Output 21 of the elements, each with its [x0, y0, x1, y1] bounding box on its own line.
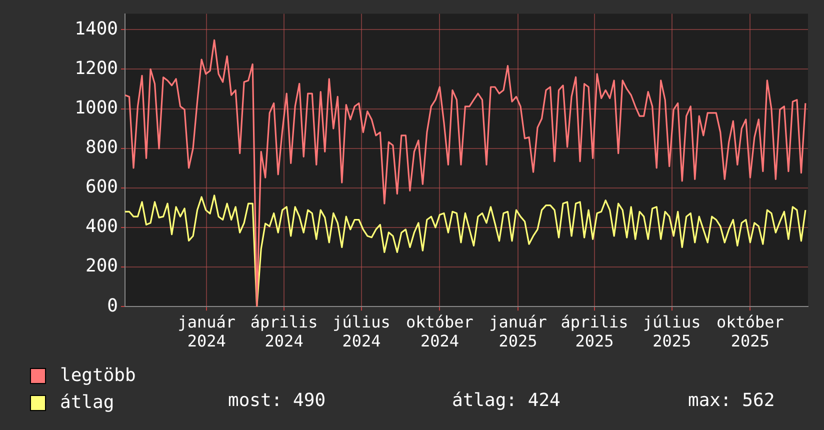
x-tick-label: április 2025 — [560, 312, 628, 351]
text: átlag: 424 — [452, 390, 560, 411]
y-tick-label: 200 — [85, 256, 118, 277]
x-tick-label: április 2024 — [250, 312, 318, 351]
y-tick-label: 400 — [85, 216, 118, 238]
x-tick-label: január 2025 — [489, 312, 548, 351]
y-tick-label: 1000 — [74, 97, 118, 118]
legend-label: átlag — [60, 391, 114, 415]
x-tick-label: július 2024 — [332, 312, 390, 351]
y-tick-label: 600 — [85, 176, 118, 198]
x-tick-label: október 2025 — [716, 312, 784, 351]
x-tick-label: október 2024 — [406, 312, 474, 351]
y-tick-label: 1400 — [74, 18, 118, 40]
text: max: 562 — [688, 390, 775, 411]
y-tick-label: 1200 — [74, 58, 118, 79]
text: most: 490 — [228, 390, 326, 411]
legend-label: legtöbb — [60, 364, 136, 388]
y-tick-label: 0 — [107, 295, 118, 316]
y-tick-label: 800 — [85, 137, 118, 158]
x-tick-label: július 2025 — [643, 312, 701, 351]
x-tick-label: január 2024 — [178, 312, 236, 351]
